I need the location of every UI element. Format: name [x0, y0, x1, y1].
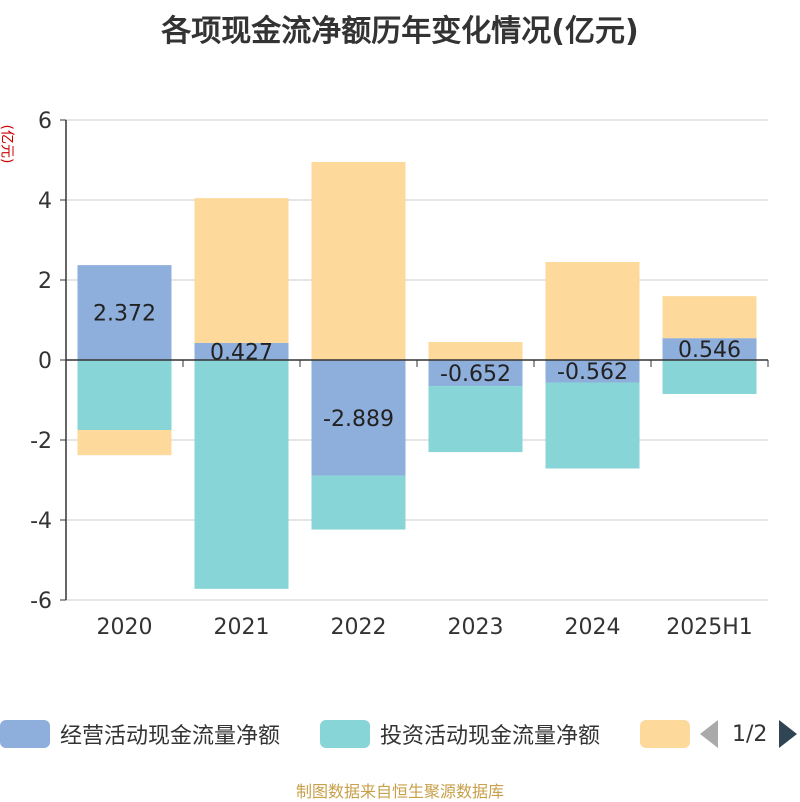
legend-item-financing[interactable] — [640, 716, 690, 752]
bar-2-1 — [194, 198, 289, 343]
legend-item-operating[interactable]: 经营活动现金流量净额 — [0, 716, 280, 752]
y-tick-label: 4 — [38, 189, 52, 214]
bar-0-5 — [662, 338, 757, 360]
bar-1-5 — [662, 360, 757, 394]
y-tick-label: 2 — [38, 269, 52, 294]
data-label: 2.372 — [93, 302, 156, 327]
bar-2-3 — [428, 342, 523, 360]
bar-2-0 — [77, 430, 172, 456]
legend: 经营活动现金流量净额 投资活动现金流量净额 1/2 — [0, 716, 800, 756]
bar-0-0 — [77, 265, 172, 360]
bar-0-3 — [428, 360, 523, 387]
x-tick-label: 2024 — [565, 615, 621, 640]
legend-item-investing[interactable]: 投资活动现金流量净额 — [320, 716, 600, 752]
legend-prev-icon[interactable] — [700, 720, 718, 748]
x-tick-label: 2025H1 — [666, 615, 753, 640]
x-tick-label: 2021 — [214, 615, 270, 640]
data-label: -2.889 — [323, 407, 394, 432]
x-tick-label: 2020 — [97, 615, 153, 640]
bar-1-3 — [428, 386, 523, 453]
bar-2-5 — [662, 296, 757, 339]
legend-swatch-investing — [320, 720, 370, 748]
x-tick-label: 2023 — [448, 615, 504, 640]
legend-swatch-operating — [0, 720, 50, 748]
y-tick-label: -2 — [30, 429, 52, 454]
chart-area: -6 -4 -2 0 2 4 6 2.372 0.427 -2.889 -0.652 -0.562 0.… — [30, 109, 769, 640]
y-tick-label: -4 — [30, 509, 52, 534]
bar-0-1 — [194, 342, 289, 360]
bar-2-4 — [545, 262, 640, 360]
legend-label-investing: 投资活动现金流量净额 — [380, 724, 601, 749]
bar-1-0 — [77, 360, 172, 430]
data-label: -0.562 — [557, 360, 628, 385]
data-label: 0.427 — [210, 340, 273, 365]
legend-label-operating: 经营活动现金流量净额 — [60, 724, 281, 749]
x-tick-label: 2022 — [331, 615, 387, 640]
legend-pager: 1/2 — [700, 716, 798, 752]
y-tick-label: -6 — [30, 589, 52, 614]
legend-page-indicator: 1/2 — [732, 721, 768, 747]
bar-0-2 — [311, 360, 406, 476]
legend-next-icon[interactable] — [779, 720, 798, 748]
bar-1-1 — [194, 360, 289, 589]
data-label: 0.546 — [678, 338, 741, 363]
source-footer: 制图数据来自恒生聚源数据库 — [295, 782, 504, 801]
bar-0-4 — [545, 360, 640, 383]
legend-swatch-financing — [640, 720, 690, 748]
data-label: -0.652 — [440, 362, 511, 387]
chart-title: 各项现金流净额历年变化情况(亿元) — [161, 14, 639, 49]
bar-1-2 — [311, 475, 406, 530]
bar-1-4 — [545, 382, 640, 469]
y-tick-label: 0 — [38, 349, 52, 374]
y-tick-label: 6 — [38, 109, 52, 134]
bar-2-2 — [311, 162, 406, 360]
